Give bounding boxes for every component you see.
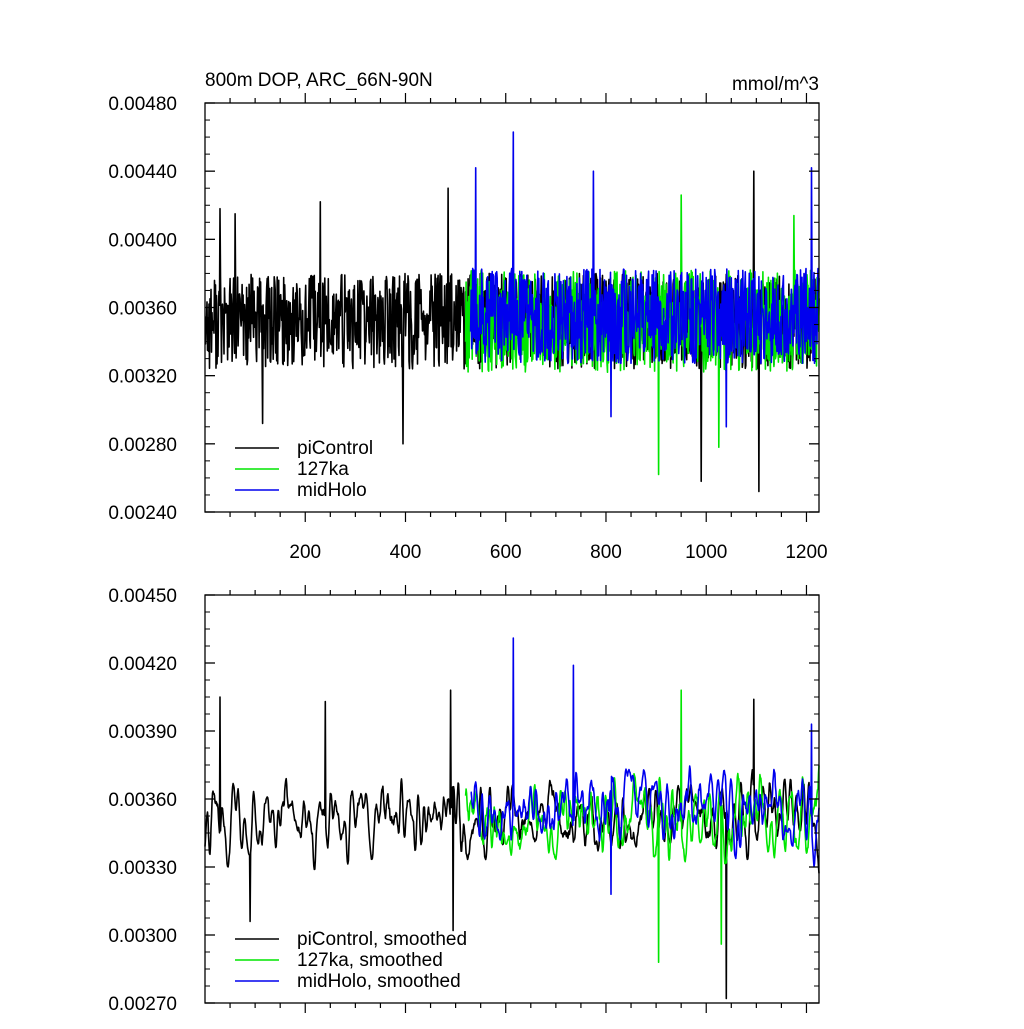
units-label: mmol/m^3 — [732, 74, 819, 95]
legend-label: midHolo — [297, 480, 367, 501]
series-line-2-piControl — [204, 689, 820, 1000]
series-line-1-midHolo — [469, 131, 820, 428]
y-tick-label: 0.00400 — [108, 230, 177, 251]
x-tick-label: 200 — [289, 542, 321, 563]
y-tick-label: 0.00440 — [108, 162, 177, 183]
y-tick-label: 0.00450 — [108, 586, 177, 607]
x-tick-label: 800 — [590, 542, 622, 563]
y-tick-label: 0.00330 — [108, 858, 177, 879]
chart-title: 800m DOP, ARC_66N-90N — [205, 70, 433, 91]
legend-label: piControl, smoothed — [297, 929, 467, 950]
legend-label: 127ka — [297, 459, 349, 480]
y-tick-label: 0.00240 — [108, 503, 177, 524]
y-tick-label: 0.00360 — [108, 299, 177, 320]
series-line-2-midHolo — [470, 637, 820, 895]
x-tick-label: 1000 — [685, 542, 727, 563]
y-tick-label: 0.00360 — [108, 790, 177, 811]
y-tick-label: 0.00390 — [108, 722, 177, 743]
y-tick-label: 0.00280 — [108, 435, 177, 456]
x-tick-label: 1200 — [785, 542, 827, 563]
legend-label: piControl — [297, 438, 373, 459]
legend-label: midHolo, smoothed — [297, 971, 461, 992]
x-tick-label: 400 — [390, 542, 422, 563]
y-tick-label: 0.00320 — [108, 367, 177, 388]
legend-label: 127ka, smoothed — [297, 950, 443, 971]
x-tick-label: 600 — [490, 542, 522, 563]
y-tick-label: 0.00480 — [108, 94, 177, 115]
series-line-2-127ka — [464, 689, 820, 963]
y-tick-label: 0.00270 — [108, 994, 177, 1015]
y-tick-label: 0.00420 — [108, 654, 177, 675]
y-tick-label: 0.00300 — [108, 926, 177, 947]
